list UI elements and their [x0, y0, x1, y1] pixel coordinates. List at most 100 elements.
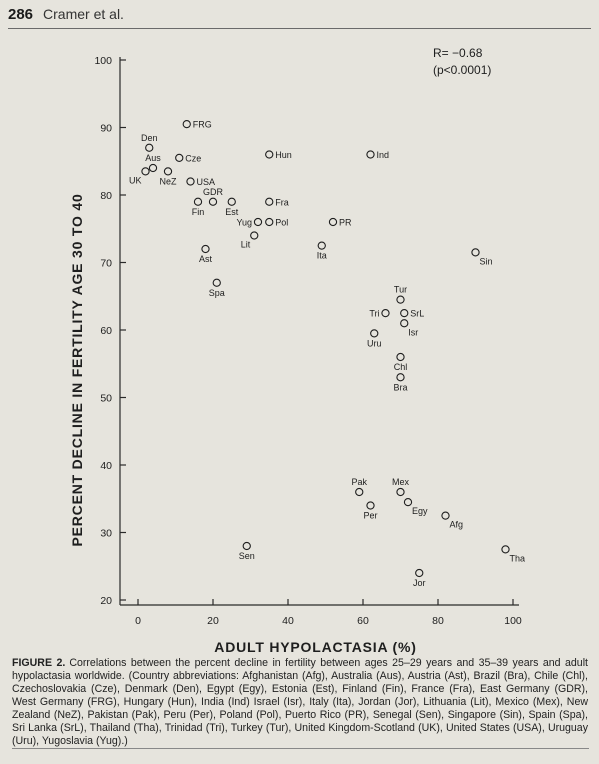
data-point-label: Uru — [367, 338, 382, 348]
data-point-marker — [501, 545, 510, 554]
data-point-marker — [250, 231, 259, 240]
data-point-label: Sen — [239, 551, 255, 561]
data-point-label: Egy — [412, 506, 428, 516]
data-point-label: GDR — [203, 187, 224, 197]
data-point-marker — [186, 177, 195, 186]
data-point-marker — [182, 119, 191, 129]
data-point-marker — [208, 197, 218, 206]
data-point-label: Lit — [241, 240, 251, 250]
data-point-marker — [396, 295, 405, 304]
bottom-divider — [12, 748, 589, 749]
data-point-marker — [370, 329, 379, 338]
data-point-label: Jor — [413, 578, 426, 588]
y-tick-label: 90 — [100, 123, 112, 135]
data-point-marker — [400, 308, 409, 318]
data-point-marker — [415, 568, 424, 578]
x-tick-label: 60 — [357, 615, 369, 627]
data-point-label: Den — [141, 133, 158, 143]
data-point-label: USA — [197, 177, 216, 187]
page-number: 286 — [8, 6, 34, 23]
data-point-label: Tha — [510, 553, 526, 563]
data-point-label: Mex — [392, 477, 410, 487]
data-point-label: Spa — [209, 288, 225, 298]
data-point-marker — [396, 352, 405, 362]
data-point-label: Aus — [145, 153, 161, 163]
scatter-chart: 20 30 40 50 60 70 80 90 100 0 20 40 60 80 100 FRG Den Au… — [69, 46, 525, 655]
x-tick-label: 80 — [432, 615, 444, 627]
data-point-label: UK — [129, 175, 142, 185]
x-tick-label: 20 — [207, 615, 219, 627]
data-point-marker — [212, 278, 221, 287]
x-axis-label: ADULT HYPOLACTASIA (%) — [214, 639, 416, 655]
data-point-marker — [403, 497, 413, 507]
data-point-label: Pak — [351, 477, 367, 487]
data-point-label: Yug — [236, 218, 252, 228]
data-point-marker — [163, 167, 173, 176]
data-point-label: Bra — [393, 382, 407, 392]
y-tick-label: 40 — [100, 460, 112, 472]
data-point-marker — [366, 150, 375, 159]
data-point-marker — [381, 308, 390, 318]
data-point-marker — [317, 241, 326, 250]
data-point-marker — [175, 153, 184, 163]
y-tick-label: 30 — [100, 528, 112, 540]
y-tick-label: 20 — [100, 595, 112, 607]
data-point-label: FRG — [193, 120, 212, 130]
data-point-marker — [242, 541, 251, 551]
data-point-label: Tur — [394, 285, 407, 295]
y-tick-label: 70 — [100, 258, 112, 270]
data-point-marker — [145, 143, 154, 152]
data-point-label: Isr — [408, 327, 418, 337]
data-point-marker — [227, 197, 236, 206]
data-point-marker — [265, 150, 274, 159]
data-point-marker — [396, 487, 405, 497]
data-point-marker — [366, 501, 375, 510]
x-tick-label: 0 — [135, 615, 141, 627]
data-point-label: Fin — [192, 207, 205, 217]
data-point-marker — [265, 217, 274, 227]
data-point-label: Per — [363, 511, 377, 521]
data-point-label: Chl — [394, 362, 408, 372]
page-header: 286 Cramer et al. — [8, 6, 591, 29]
data-point-label: Ita — [317, 251, 327, 261]
data-point-marker — [400, 319, 409, 328]
data-point-label: Hun — [275, 150, 292, 160]
data-point-marker — [328, 217, 338, 227]
figure-caption: FIGURE 2. Correlations between the percen… — [12, 657, 588, 748]
data-point-marker — [355, 487, 364, 497]
y-axis-label: PERCENT DECLINE IN FERTILITY AGE 30 TO 4… — [69, 193, 85, 546]
p-value-annotation: (p<0.0001) — [433, 63, 491, 77]
y-tick-label: 80 — [100, 190, 112, 202]
data-point-marker — [441, 511, 450, 520]
data-point-label: Ast — [199, 254, 213, 264]
data-point-marker — [148, 163, 158, 173]
y-tick-label: 50 — [100, 393, 112, 405]
data-point-label: Cze — [185, 153, 201, 163]
data-point-label: NeZ — [159, 176, 177, 186]
data-point-label: Pol — [275, 218, 288, 228]
correlation-annotation: R= −0.68 — [433, 46, 483, 60]
data-point-label: Ind — [377, 150, 390, 160]
data-point-label: PR — [339, 218, 352, 228]
x-tick-label: 40 — [282, 615, 294, 627]
data-point-label: Afg — [450, 520, 464, 530]
y-tick-label: 60 — [100, 325, 112, 337]
data-point-label: Fra — [275, 197, 289, 207]
data-point-label: Tri — [369, 309, 379, 319]
data-point-marker — [253, 217, 263, 227]
data-point-marker — [396, 373, 405, 382]
figure-caption-text: Correlations between the percent decline… — [12, 657, 588, 747]
data-point-marker — [141, 167, 150, 176]
y-tick-label: 100 — [94, 55, 112, 67]
data-point-marker — [193, 197, 203, 206]
data-point-marker — [265, 197, 274, 206]
x-tick-label: 100 — [504, 615, 522, 627]
running-head: Cramer et al. — [43, 6, 124, 22]
chart-axes: 20 30 40 50 60 70 80 90 100 0 20 40 60 80 100 — [94, 55, 521, 627]
data-point-label: SrL — [410, 309, 424, 319]
data-point-label: Sin — [480, 256, 493, 266]
data-point-marker — [471, 248, 480, 257]
figure-caption-label: FIGURE 2. — [12, 657, 66, 669]
data-point-label: Est — [225, 207, 239, 217]
